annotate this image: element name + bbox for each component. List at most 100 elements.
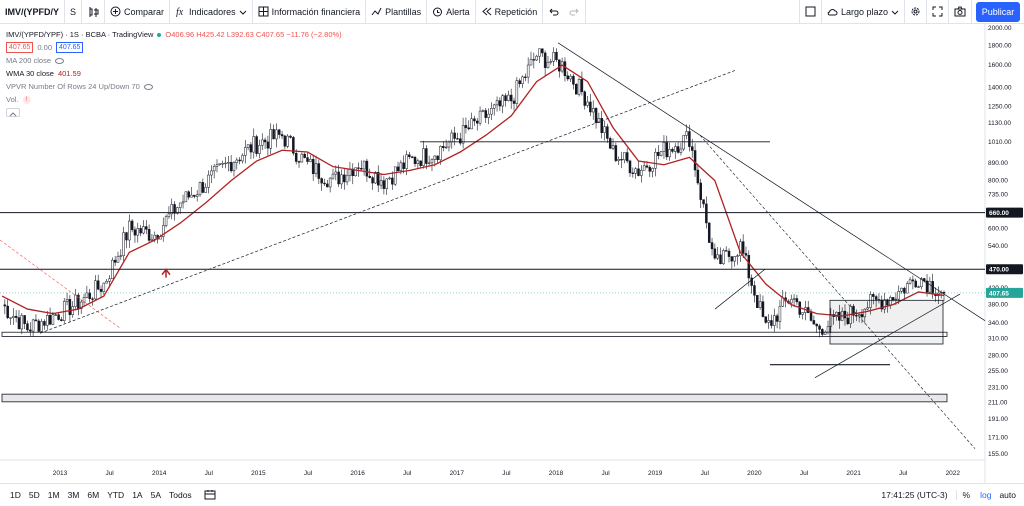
volume-label[interactable]: Vol. xyxy=(6,95,19,104)
vpvr-label[interactable]: VPVR Number Of Rows 24 Up/Down 70 xyxy=(6,82,140,91)
candle-body xyxy=(733,256,736,262)
candle-body xyxy=(900,287,903,292)
candle-body xyxy=(91,298,94,300)
time-tick-label: Jul xyxy=(403,470,412,477)
candle-body xyxy=(524,76,527,78)
candle-body xyxy=(269,129,272,149)
candle-body xyxy=(671,148,674,152)
candle-body xyxy=(730,256,734,262)
alert-button[interactable]: Alerta xyxy=(427,0,476,24)
candle-body xyxy=(676,146,680,153)
candle-body xyxy=(651,168,654,172)
candle-body xyxy=(326,183,329,188)
templates-button[interactable]: Plantillas xyxy=(366,0,428,24)
candle-body xyxy=(439,146,442,161)
percent-toggle[interactable]: % xyxy=(955,490,977,500)
range-ytd[interactable]: YTD xyxy=(107,490,125,500)
candle-body xyxy=(207,174,210,188)
interval-button[interactable]: S xyxy=(65,0,83,24)
time-tick-label: Jul xyxy=(502,470,511,477)
candle-body xyxy=(453,132,456,139)
financials-button[interactable]: Información financiera xyxy=(253,0,367,24)
chart-type-button[interactable] xyxy=(82,0,106,24)
log-toggle[interactable]: log xyxy=(980,490,992,500)
consolidation-box xyxy=(829,299,944,345)
auto-toggle[interactable]: auto xyxy=(999,490,1016,500)
price-tick-label: 1600.00 xyxy=(988,62,1012,69)
range-1m[interactable]: 1M xyxy=(47,490,60,500)
price-tick-label: 600.00 xyxy=(988,226,1008,233)
symbol-search[interactable]: IMV/(YPFD/Y xyxy=(0,0,66,24)
range-5a[interactable]: 5A xyxy=(150,490,161,500)
candle-body xyxy=(826,325,830,333)
candle-body xyxy=(9,317,12,319)
replay-button[interactable]: Repetición xyxy=(476,0,544,24)
price-tick-label: 310.00 xyxy=(988,336,1008,343)
candle-body xyxy=(741,241,745,254)
collapse-legend-button[interactable] xyxy=(6,108,20,117)
fullscreen-button[interactable] xyxy=(927,0,949,24)
candle-body xyxy=(108,278,111,282)
candle-body xyxy=(747,255,751,279)
ask-box[interactable]: 407.65 xyxy=(56,42,84,53)
candle-body xyxy=(215,164,219,167)
range-6m[interactable]: 6M xyxy=(87,490,100,500)
price-badge xyxy=(986,287,1023,298)
candle-body xyxy=(261,139,264,146)
compare-button[interactable]: Comparar xyxy=(105,0,171,24)
undo-button[interactable] xyxy=(543,0,564,24)
time-tick-label: Jul xyxy=(304,470,313,477)
chevron-up-icon xyxy=(9,112,17,117)
calendar-range-icon xyxy=(204,489,216,499)
candle-body xyxy=(843,310,847,319)
candle-body xyxy=(229,162,233,172)
bid-box[interactable]: 407.65 xyxy=(6,42,34,53)
candle-body xyxy=(317,163,321,179)
ma-label[interactable]: MA 200 close xyxy=(6,56,52,65)
candle-body xyxy=(767,320,770,323)
candle-body xyxy=(744,253,748,256)
cloud-icon xyxy=(827,9,838,16)
range-1a[interactable]: 1A xyxy=(132,490,143,500)
candle-body xyxy=(459,138,462,144)
date-range-button[interactable] xyxy=(204,489,216,502)
settings-button[interactable] xyxy=(905,0,927,24)
candle-body xyxy=(34,319,38,322)
range-3m[interactable]: 3M xyxy=(67,490,80,500)
candle-body xyxy=(481,110,485,112)
chart-canvas[interactable]: 2000.00 1800.00 1600.00 1400.00 1250.00 1130.… xyxy=(0,24,1024,483)
candle-body xyxy=(518,80,521,85)
wma-label[interactable]: WMA 30 close xyxy=(6,69,54,78)
candle-body xyxy=(232,162,236,172)
candle-body xyxy=(292,137,295,154)
layout-name-button[interactable]: Largo plazo xyxy=(822,0,905,24)
indicators-button[interactable]: fx Indicadores xyxy=(170,0,253,24)
candle-body xyxy=(20,315,24,330)
candle-body xyxy=(388,177,391,180)
candle-body xyxy=(928,281,932,293)
candle-body xyxy=(116,255,120,263)
candle-body xyxy=(920,278,923,288)
snapshot-button[interactable] xyxy=(949,0,972,24)
layout-toggle-button[interactable] xyxy=(798,0,822,24)
clock-timezone[interactable]: 17:41:25 (UTC-3) xyxy=(881,490,948,500)
range-1d[interactable]: 1D xyxy=(10,490,21,500)
candle-body xyxy=(614,145,618,161)
range-5d[interactable]: 5D xyxy=(28,490,40,500)
candle-body xyxy=(699,182,702,200)
warning-icon[interactable]: ! xyxy=(22,95,31,104)
candle-body xyxy=(555,52,558,61)
redo-button[interactable] xyxy=(564,0,587,24)
publish-button[interactable]: Publicar xyxy=(976,2,1020,22)
alert-label: Alerta xyxy=(446,6,470,17)
candle-body xyxy=(376,171,380,186)
candle-body xyxy=(535,55,538,61)
candle-body xyxy=(328,177,332,188)
eye-off-icon[interactable] xyxy=(55,57,65,64)
range-todos[interactable]: Todos xyxy=(169,490,192,500)
candle-body xyxy=(753,285,756,296)
candle-body xyxy=(244,147,247,156)
candle-body xyxy=(444,146,448,149)
eye-off-icon[interactable] xyxy=(143,83,153,90)
candle-body xyxy=(54,314,57,316)
